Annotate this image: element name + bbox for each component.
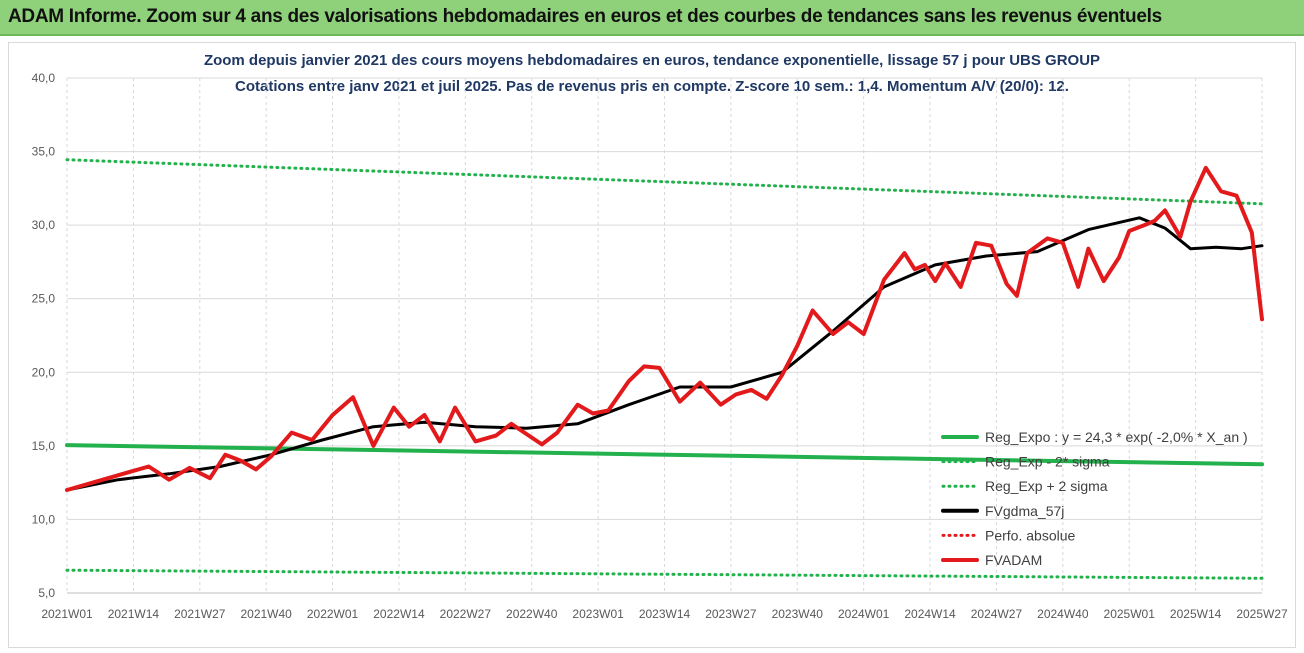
x-tick-label: 2022W01	[307, 607, 359, 621]
x-tick-label: 2025W27	[1236, 607, 1288, 621]
banner-title: ADAM Informe. Zoom sur 4 ans des valoris…	[8, 6, 1162, 27]
x-tick-label: 2022W40	[506, 607, 558, 621]
series-high	[65, 158, 1264, 206]
x-tick-label: 2022W14	[373, 607, 425, 621]
x-tick-label: 2023W14	[639, 607, 691, 621]
x-tick-label: 2024W14	[904, 607, 956, 621]
x-tick-label: 2023W01	[572, 607, 624, 621]
y-tick-label: 30,0	[32, 218, 56, 232]
x-tick-label: 2025W14	[1170, 607, 1222, 621]
x-tick-label: 2021W40	[240, 607, 292, 621]
x-tick-label: 2025W01	[1104, 607, 1156, 621]
series-low	[65, 568, 1264, 580]
y-tick-label: 40,0	[32, 71, 56, 85]
series-reg	[65, 443, 1264, 467]
y-tick-label: 25,0	[32, 292, 56, 306]
x-tick-label: 2021W27	[174, 607, 226, 621]
x-tick-label: 2022W27	[440, 607, 492, 621]
x-tick-label: 2023W27	[705, 607, 757, 621]
x-tick-label: 2024W40	[1037, 607, 1089, 621]
chart-title: Zoom depuis janvier 2021 des cours moyen…	[203, 52, 1101, 69]
x-tick-label: 2021W14	[108, 607, 160, 621]
legend-label-perf: Perfo. absolue	[985, 527, 1075, 543]
y-tick-label: 35,0	[32, 145, 56, 159]
y-tick-label: 5,0	[38, 586, 55, 600]
y-tick-label: 15,0	[32, 439, 56, 453]
y-tick-label: 20,0	[32, 365, 56, 379]
report-banner: ADAM Informe. Zoom sur 4 ans des valoris…	[0, 0, 1304, 36]
legend-label-price: FVADAM	[985, 552, 1042, 568]
chart-subtitle: Cotations entre janv 2021 et juil 2025. …	[235, 78, 1069, 95]
x-tick-label: 2021W01	[41, 607, 93, 621]
x-tick-label: 2024W27	[971, 607, 1023, 621]
legend-label-mma: FVgdma_57j	[985, 503, 1064, 519]
series-price	[65, 165, 1264, 492]
legend-label-high: Reg_Exp + 2 sigma	[985, 478, 1108, 494]
legend-label-reg: Reg_Expo : y = 24,3 * exp( -2,0% * X_an …	[985, 429, 1248, 445]
legend-label-low: Reg_Exp - 2* sigma	[985, 454, 1110, 470]
x-tick-label: 2023W40	[772, 607, 824, 621]
chart-frame	[8, 42, 1296, 648]
series-mma	[65, 216, 1264, 492]
x-tick-label: 2024W01	[838, 607, 890, 621]
y-tick-label: 10,0	[32, 512, 56, 526]
